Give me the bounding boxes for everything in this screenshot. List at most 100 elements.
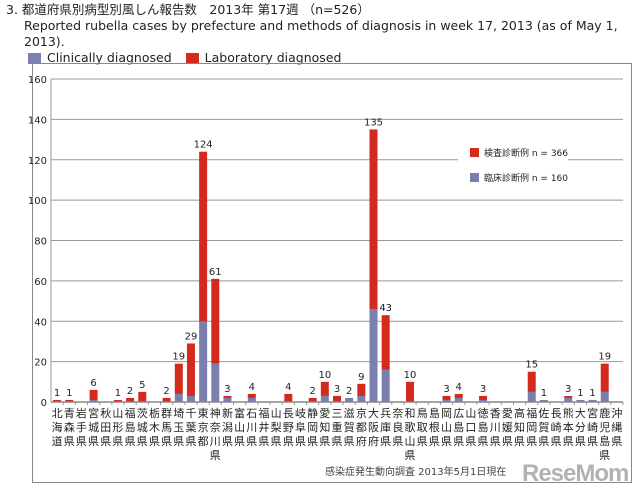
y-tick-label: 60 [34,277,47,288]
x-tick-label: 岩手県 [76,406,87,448]
x-tick-label: 三重県 [332,407,343,448]
bar-laboratory [138,391,147,402]
bar-laboratory [479,395,488,400]
bar-clinical [199,321,208,402]
x-tick-label: 奈良県 [392,406,403,448]
bar-clinical [223,397,232,402]
x-tick-label: 長崎県 [551,407,562,448]
chart-header: 3. 都道府県別病型別風しん報告数 2013年 第17週 （n=526） Rep… [6,2,640,66]
x-tick-label: 広島県 [453,407,464,448]
legend-swatch-laboratory [185,52,199,64]
x-tick-label: 秋田県 [100,406,111,448]
x-tick-label: 富山県 [234,406,245,448]
data-label: 3 [480,384,486,395]
bar-laboratory [381,315,390,370]
bar-laboratory [600,363,609,392]
bar-clinical [247,397,256,402]
bar-clinical [454,397,463,402]
bar-clinical [357,395,366,402]
source-note: 感染症発生動向調査 2013年5月1日現在 [325,467,507,478]
legend-label-clinical: Clinically diagnosed [47,50,172,65]
chart-frame [32,63,632,483]
data-label: 3 [565,384,571,395]
data-label: 1 [541,388,547,399]
bar-clinical [588,399,597,402]
x-tick-label: 神奈川県 [210,406,221,462]
x-tick-label: 山梨県 [271,407,282,448]
x-tick-label: 香川県 [490,407,501,448]
top-legend: Clinically diagnosed Laboratory diagnose… [6,50,640,66]
x-tick-label: 大阪府 [368,406,379,448]
x-tick-label: 宮城県 [88,406,99,448]
x-tick-label: 青森県 [64,407,75,448]
x-tick-label: 兵庫県 [380,407,391,448]
x-tick-label: 高知県 [514,406,525,448]
x-tick-label: 佐賀県 [538,406,549,448]
y-tick-label: 40 [34,317,47,328]
x-tick-label: 徳島県 [478,407,489,448]
x-tick-label: 長野県 [283,407,294,448]
data-label: 5 [139,380,145,391]
y-tick-label: 140 [28,115,47,126]
data-label: 3 [334,384,340,395]
y-tick-label: 100 [28,196,47,207]
x-tick-label: 愛知県 [319,407,330,448]
bar-clinical [345,397,354,402]
bar-laboratory [357,383,366,396]
x-tick-label: 京都府 [356,406,367,448]
x-tick-label: 福岡県 [526,406,537,448]
bar-laboratory [369,129,378,310]
data-label: 1 [66,388,72,399]
bar-clinical [600,391,609,402]
x-tick-label: 熊本県 [563,406,574,448]
bar-laboratory [406,381,415,402]
x-tick-label: 東京都 [198,407,209,448]
data-label: 6 [90,378,96,389]
x-tick-label: 新潟県 [222,406,233,448]
legend-swatch-clinical [28,52,41,64]
x-tick-label: 宮崎県 [587,406,598,448]
x-tick-label: 福島県 [125,406,136,448]
bar-laboratory [162,397,171,402]
bar-laboratory [284,393,293,402]
bar-clinical [174,393,183,402]
bar-clinical [576,399,585,402]
y-tick-label: 0 [41,398,47,409]
bar-laboratory [223,395,232,398]
legend-label: 臨床診断例 n = 160 [484,172,568,184]
title-en: Reported rubella cases by prefecture and… [24,18,618,49]
x-tick-label: 栃木県 [149,406,160,448]
bar-clinical [89,399,98,402]
x-tick-label: 大分県 [575,406,586,448]
bar-laboratory [89,389,98,400]
x-tick-label: 埼玉県 [173,406,184,448]
bar-laboratory [53,399,62,402]
bar-clinical [320,395,329,402]
data-label: 1 [589,388,595,399]
data-label: 2 [163,386,169,397]
bar-laboratory [564,395,573,398]
bar-laboratory [333,395,341,402]
bar-laboratory [211,278,220,364]
bar-laboratory [199,151,208,322]
data-label: 29 [185,331,198,342]
data-label: 135 [364,117,383,128]
data-label: 3 [224,384,230,395]
bar-clinical [211,363,220,402]
data-label: 1 [577,388,583,399]
bar-laboratory [454,393,463,398]
data-label: 2 [309,386,315,397]
data-label: 19 [598,352,611,363]
data-label: 2 [346,386,352,397]
legend-swatch [470,173,479,182]
x-tick-label: 茨城県 [137,406,148,448]
legend-swatch [470,148,479,157]
bar-clinical [442,399,451,402]
data-label: 124 [194,140,213,151]
title-jp: 3. 都道府県別病型別風しん報告数 2013年 第17週 （n=526） [6,2,370,17]
bar-laboratory [65,399,74,402]
data-label: 15 [525,360,538,371]
bar-laboratory [527,371,536,392]
bar-laboratory [320,381,329,396]
